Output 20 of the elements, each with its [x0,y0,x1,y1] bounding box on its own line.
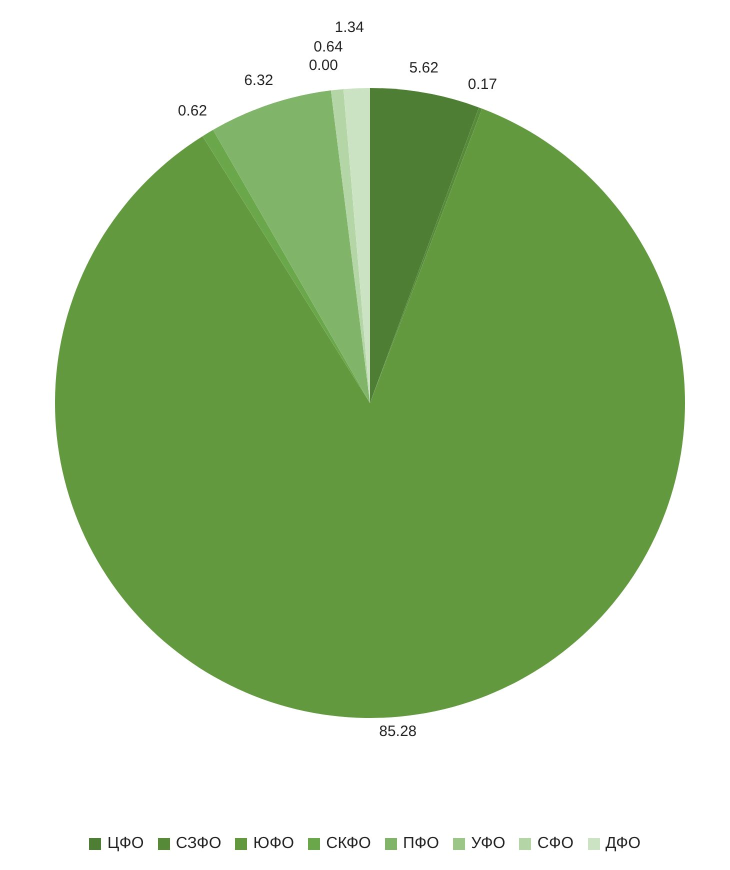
legend-label: ЦФО [106,835,144,853]
legend-label: СЗФО [174,835,222,853]
legend-label: ЮФО [252,835,294,853]
data-label: 0.17 [468,76,498,93]
legend-label: ПФО [402,835,440,853]
data-label: 5.62 [409,60,438,77]
data-label: 1.34 [334,18,364,36]
legend-label: ДФО [604,835,641,853]
legend-label: УФО [470,835,506,853]
pie-slice [330,89,370,403]
legend-label: СКФО [325,835,371,853]
data-label: 0.62 [178,102,208,120]
text: 0.00 [308,57,338,74]
data-label: 85.28 [379,722,417,740]
pie-slice [344,88,370,403]
pie-slice [202,130,370,403]
legend-label: СФО [536,835,574,853]
pie-slice [213,90,370,403]
data-label: 6.32 [244,72,274,89]
data-label: 0.64 [314,38,343,56]
